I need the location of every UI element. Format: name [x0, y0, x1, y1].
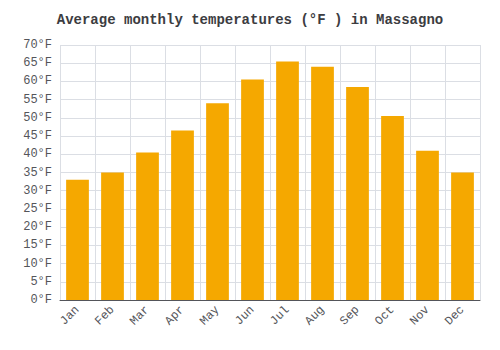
svg-text:10°F: 10°F: [23, 257, 52, 271]
svg-text:50°F: 50°F: [23, 111, 52, 125]
svg-text:65°F: 65°F: [23, 56, 52, 70]
svg-text:Jan: Jan: [57, 303, 82, 328]
svg-text:60°F: 60°F: [23, 74, 52, 88]
svg-text:May: May: [197, 303, 222, 328]
svg-text:35°F: 35°F: [23, 166, 52, 180]
svg-text:70°F: 70°F: [23, 38, 52, 52]
svg-text:25°F: 25°F: [23, 202, 52, 216]
svg-text:Mar: Mar: [127, 303, 152, 328]
svg-text:15°F: 15°F: [23, 238, 52, 252]
svg-text:Average monthly temperatures (: Average monthly temperatures (°F ) in Ma…: [57, 12, 443, 28]
svg-text:40°F: 40°F: [23, 147, 52, 161]
svg-text:55°F: 55°F: [23, 93, 52, 107]
svg-text:Oct: Oct: [372, 303, 397, 328]
svg-text:Sep: Sep: [337, 303, 362, 328]
svg-text:Jun: Jun: [232, 303, 257, 328]
svg-text:Dec: Dec: [442, 303, 467, 328]
svg-text:45°F: 45°F: [23, 129, 52, 143]
svg-text:0°F: 0°F: [30, 293, 52, 307]
svg-text:20°F: 20°F: [23, 220, 52, 234]
svg-text:Feb: Feb: [92, 303, 117, 328]
svg-text:Apr: Apr: [162, 303, 187, 328]
svg-text:Nov: Nov: [407, 303, 432, 328]
svg-text:Aug: Aug: [302, 303, 327, 328]
svg-text:Jul: Jul: [267, 303, 292, 328]
svg-text:30°F: 30°F: [23, 184, 52, 198]
svg-text:5°F: 5°F: [30, 275, 52, 289]
